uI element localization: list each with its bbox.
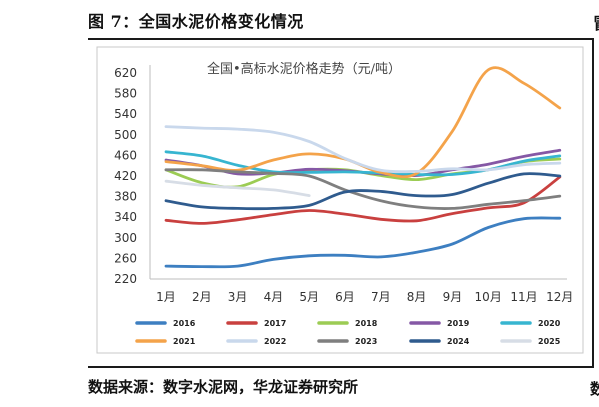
series-line-2024 xyxy=(164,172,562,211)
y-tick-label: 420 xyxy=(114,169,137,183)
y-tick-label: 620 xyxy=(114,66,137,80)
x-tick-label: 8月 xyxy=(407,290,427,304)
clipped-edge-text-bottom: 数 xyxy=(590,380,599,398)
legend-label-2025: 2025 xyxy=(538,337,561,346)
series-line-2025 xyxy=(164,179,311,197)
y-tick-label: 300 xyxy=(114,231,137,245)
series-line-2022 xyxy=(164,125,562,174)
y-tick-label: 220 xyxy=(114,272,137,286)
legend-label-2023: 2023 xyxy=(355,337,377,346)
y-tick-label: 500 xyxy=(114,128,137,142)
x-tick-label: 1月 xyxy=(156,290,176,304)
x-tick-label: 3月 xyxy=(228,290,248,304)
bottom-rule xyxy=(88,366,594,368)
chart-title: 全国•高标水泥价格走势（元/吨） xyxy=(207,61,401,77)
top-rule xyxy=(88,38,594,40)
source-note: 数据来源：数字水泥网，华龙证券研究所 xyxy=(88,378,359,396)
y-tick-label: 380 xyxy=(114,190,137,204)
series-line-2016 xyxy=(164,216,562,269)
x-tick-label: 2月 xyxy=(192,290,212,304)
legend-label-2020: 2020 xyxy=(538,319,561,328)
x-tick-label: 5月 xyxy=(299,290,319,304)
legend-label-2018: 2018 xyxy=(355,319,378,328)
x-tick-label: 11月 xyxy=(510,290,537,304)
clipped-edge-text-top: 冒 xyxy=(593,10,599,32)
x-tick-label: 9月 xyxy=(443,290,463,304)
series-line-2017 xyxy=(164,175,562,225)
figure-title: 图 7：全国水泥价格变化情况 xyxy=(88,12,304,31)
legend-label-2016: 2016 xyxy=(173,319,196,328)
legend-label-2017: 2017 xyxy=(264,319,286,328)
right-rule xyxy=(592,38,594,368)
legend-label-2019: 2019 xyxy=(447,319,470,328)
y-tick-label: 340 xyxy=(114,210,137,224)
legend-label-2021: 2021 xyxy=(173,337,196,346)
y-tick-label: 540 xyxy=(114,107,137,121)
x-tick-label: 4月 xyxy=(264,290,284,304)
legend-label-2022: 2022 xyxy=(264,337,286,346)
y-tick-label: 260 xyxy=(114,251,137,265)
x-tick-label: 6月 xyxy=(335,290,355,304)
line-chart: 全国•高标水泥价格走势（元/吨） 220 260 300 340 380 420 460 500… xyxy=(96,46,584,354)
chart-frame xyxy=(96,46,584,354)
x-tick-label: 12月 xyxy=(546,290,573,304)
y-tick-label: 460 xyxy=(114,148,137,162)
series-line-2023 xyxy=(164,168,562,210)
legend-label-2024: 2024 xyxy=(447,337,470,346)
y-tick-label: 580 xyxy=(114,87,137,101)
x-tick-label: 10月 xyxy=(475,290,502,304)
x-tick-label: 7月 xyxy=(371,290,391,304)
